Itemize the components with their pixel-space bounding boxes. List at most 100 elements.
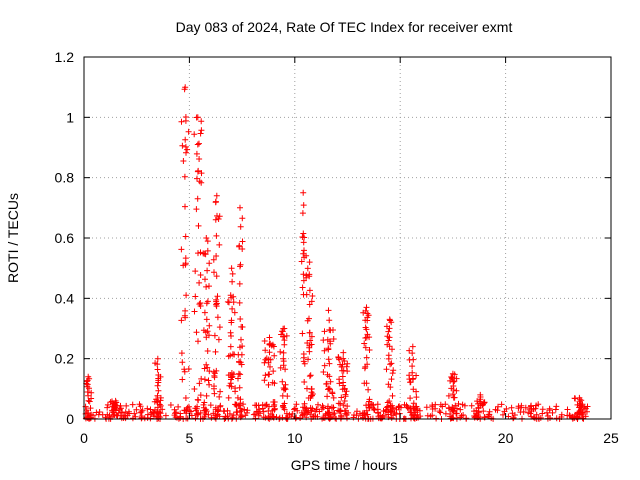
data-point	[344, 360, 351, 367]
data-point	[361, 340, 368, 347]
data-point	[203, 408, 210, 415]
data-point	[336, 376, 343, 383]
data-point	[300, 411, 306, 418]
data-point	[335, 354, 342, 360]
data-point	[211, 332, 218, 339]
data-point	[280, 349, 287, 356]
data-point	[112, 406, 119, 412]
data-point	[339, 361, 346, 368]
data-point	[180, 262, 187, 269]
data-point	[237, 223, 244, 230]
data-point	[206, 283, 212, 290]
data-point	[154, 361, 161, 368]
data-point	[385, 337, 392, 344]
data-point	[330, 336, 337, 342]
data-point	[320, 369, 327, 375]
data-point	[363, 304, 370, 311]
data-point	[216, 324, 223, 331]
data-point	[306, 259, 313, 266]
data-point	[196, 279, 203, 286]
data-point	[260, 408, 267, 415]
data-point	[204, 238, 211, 245]
data-point	[107, 399, 114, 406]
data-point	[237, 261, 244, 268]
data-point	[298, 258, 305, 265]
grid-layer	[84, 57, 611, 419]
data-point	[191, 308, 198, 315]
data-point	[301, 247, 307, 254]
y-tick-label: 0.4	[55, 290, 75, 306]
data-point	[472, 413, 479, 420]
data-point	[201, 376, 208, 383]
data-point	[84, 381, 91, 388]
data-point	[236, 280, 243, 287]
data-point	[558, 411, 565, 418]
data-point	[106, 412, 113, 419]
data-point	[181, 407, 188, 414]
x-tick-label: 15	[392, 430, 408, 446]
data-point	[409, 376, 416, 383]
y-tick-label: 0.6	[55, 230, 75, 246]
data-point	[239, 324, 246, 330]
data-point	[363, 334, 370, 341]
data-point	[252, 411, 259, 418]
data-point	[451, 371, 458, 378]
data-point	[424, 412, 431, 419]
axis-ticks: 0 0.2 0.4 0.6 0.8 1 1.2 0 5 10 15 20 25	[55, 49, 619, 446]
data-point	[396, 403, 403, 410]
data-point	[185, 403, 192, 410]
data-point	[553, 415, 560, 422]
data-point	[203, 235, 210, 241]
data-point	[385, 328, 392, 335]
data-point	[336, 408, 343, 415]
data-point	[451, 378, 458, 385]
data-point	[204, 364, 211, 371]
data-point	[500, 411, 506, 418]
data-point	[564, 406, 571, 413]
data-point	[270, 368, 277, 375]
data-point	[229, 278, 236, 285]
data-point	[338, 394, 345, 401]
data-point	[354, 408, 360, 415]
data-point	[237, 396, 244, 403]
data-point	[200, 327, 207, 334]
data-point	[147, 406, 154, 413]
y-tick-label: 1.2	[55, 49, 75, 65]
data-point	[321, 415, 328, 421]
data-point	[193, 150, 200, 157]
data-point	[322, 410, 329, 417]
data-point	[192, 293, 199, 300]
data-point	[217, 388, 224, 395]
data-point	[238, 351, 245, 358]
data-point	[180, 158, 187, 164]
data-point	[410, 356, 417, 363]
data-point	[527, 403, 534, 410]
y-axis-label: ROTI / TECUs	[5, 193, 21, 283]
data-point	[366, 404, 372, 411]
data-point	[271, 380, 278, 387]
data-point	[544, 413, 551, 419]
data-point	[301, 379, 308, 385]
data-point	[572, 395, 579, 402]
data-point	[177, 410, 184, 417]
data-point	[326, 360, 333, 367]
data-point	[389, 392, 396, 399]
data-point	[267, 363, 273, 370]
data-point	[340, 355, 347, 362]
data-point	[515, 403, 522, 410]
data-point	[214, 293, 221, 300]
data-point	[195, 222, 202, 229]
data-point	[83, 407, 90, 414]
data-point	[181, 173, 188, 180]
data-point	[175, 403, 182, 410]
data-point	[304, 409, 311, 416]
data-point	[236, 299, 243, 306]
data-point	[137, 409, 144, 416]
data-point	[390, 412, 397, 419]
data-point	[232, 401, 239, 408]
data-point	[388, 408, 395, 415]
data-point	[277, 364, 284, 371]
data-point	[503, 405, 510, 412]
data-point	[549, 409, 556, 416]
data-point	[239, 215, 246, 222]
